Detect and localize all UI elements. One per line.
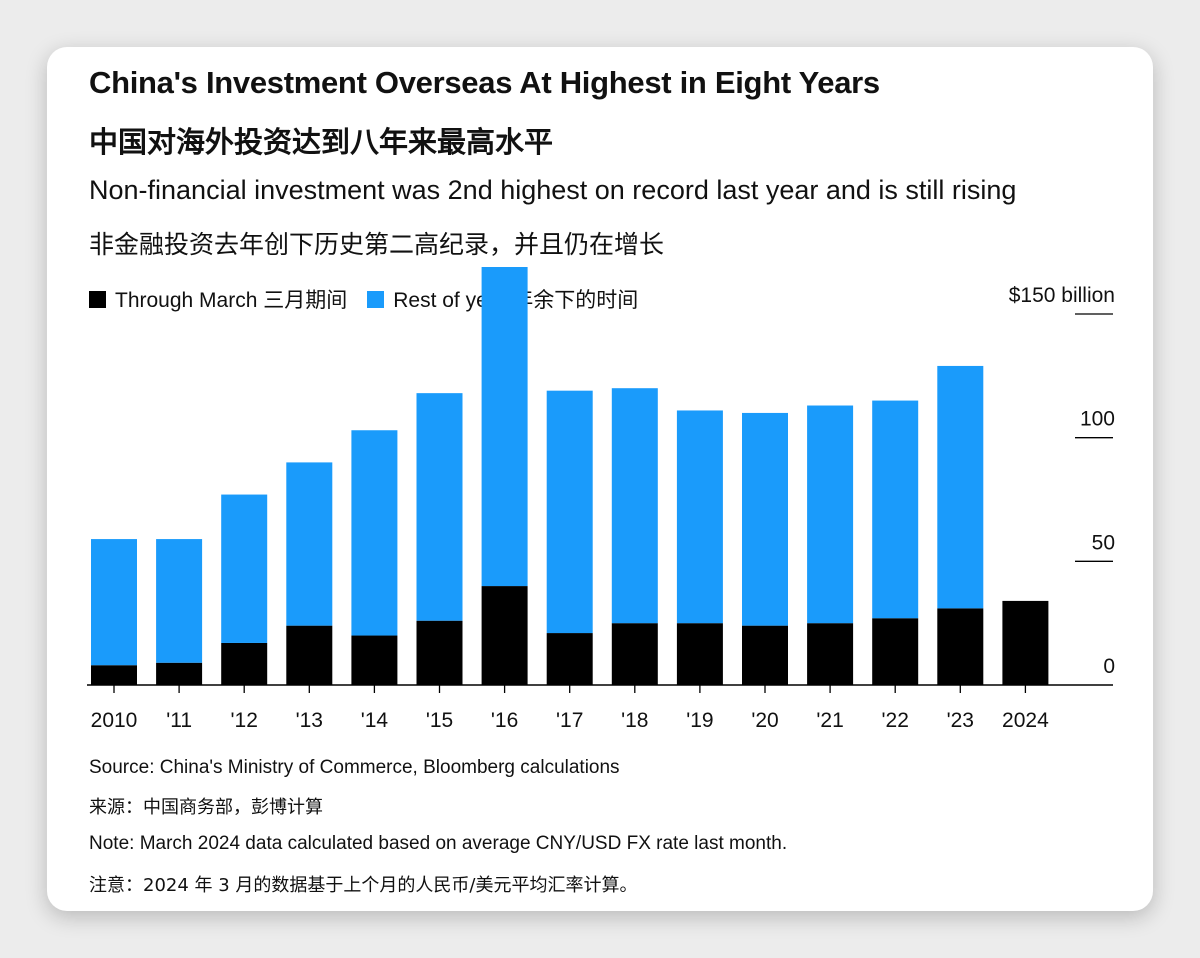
- x-tick-label: 2024: [1002, 709, 1049, 732]
- bar-through-march: [351, 635, 398, 685]
- x-tick-label: '23: [947, 709, 974, 732]
- y-tick-label: 100: [1080, 408, 1115, 431]
- x-tick-label: '17: [556, 709, 583, 732]
- bar-rest-of-year: [481, 267, 528, 587]
- bar-rest-of-year: [872, 400, 919, 619]
- bar-chart: 0 50 100 $150 billion 2010 '11 '12 '13 '14 '15 '16…: [87, 267, 1115, 732]
- bar-through-march: [221, 642, 268, 685]
- legend-swatch-rest-of-year: [367, 290, 385, 308]
- source-note-chinese: 来源：中国商务部，彭博计算: [89, 797, 323, 818]
- x-tick-label: '18: [621, 709, 648, 732]
- bar-through-march: [676, 623, 723, 685]
- bar-rest-of-year: [676, 410, 723, 624]
- chart-title: China's Investment Overseas At Highest i…: [89, 65, 880, 100]
- bar-through-march: [286, 625, 333, 685]
- y-tick-label: $150 billion: [1009, 284, 1115, 307]
- y-tick-label: 0: [1103, 655, 1115, 678]
- footnote: Note: March 2024 data calculated based o…: [89, 833, 788, 854]
- bar-rest-of-year: [937, 365, 984, 609]
- x-tick-label: '13: [296, 709, 323, 732]
- bar-rest-of-year: [546, 390, 593, 634]
- x-tick-label: '11: [166, 709, 192, 732]
- chart-subtitle-chinese: 非金融投资去年创下历史第二高纪录，并且仍在增长: [89, 230, 665, 259]
- y-tick-label: 50: [1092, 531, 1115, 554]
- bar-through-march: [481, 586, 528, 685]
- legend-swatch-through-march: [89, 290, 106, 308]
- x-tick-label: '15: [426, 709, 453, 732]
- legend-item-through-march: Through March 三月期间: [89, 284, 347, 314]
- bar-through-march: [91, 665, 137, 685]
- bar-through-march: [416, 620, 463, 685]
- x-tick-label: '21: [816, 709, 843, 732]
- legend: Through March 三月期间 Rest of year 年余下的时间: [89, 284, 658, 314]
- bar-through-march: [546, 633, 593, 685]
- bar-through-march: [807, 623, 854, 685]
- bar-rest-of-year: [416, 393, 463, 621]
- bar-rest-of-year: [156, 539, 203, 663]
- bar-through-march: [742, 625, 788, 685]
- bar-rest-of-year: [221, 494, 268, 643]
- bar-rest-of-year: [351, 430, 398, 636]
- source-note: Source: China's Ministry of Commerce, Bl…: [89, 757, 620, 778]
- x-tick-label: '16: [491, 709, 518, 732]
- legend-label-through-march: Through March 三月期间: [115, 289, 348, 312]
- x-tick-label: '22: [882, 709, 909, 732]
- bar-rest-of-year: [286, 462, 333, 626]
- x-tick-label: 2010: [91, 709, 138, 732]
- chart-card: China's Investment Overseas At Highest i…: [47, 47, 1153, 911]
- chart-subtitle: Non-financial investment was 2nd highest…: [89, 175, 1017, 205]
- x-tick-label: '12: [231, 709, 258, 732]
- bar-rest-of-year: [742, 412, 788, 626]
- bar-through-march: [872, 618, 919, 685]
- x-tick-label: '19: [686, 709, 713, 732]
- chart-title-chinese: 中国对海外投资达到八年来最高水平: [89, 125, 554, 159]
- footnote-chinese: 注意：2024 年 3 月的数据基于上个月的人民币/美元平均汇率计算。: [89, 875, 638, 896]
- bar-rest-of-year: [807, 405, 854, 624]
- bar-rest-of-year: [611, 388, 658, 624]
- bar-through-march: [156, 662, 203, 685]
- bar-through-march: [611, 623, 658, 685]
- bar-through-march: [937, 608, 984, 685]
- bar-rest-of-year: [91, 539, 137, 666]
- x-tick-label: '14: [361, 709, 389, 732]
- x-tick-label: '20: [751, 709, 778, 732]
- bar-through-march: [1002, 600, 1049, 685]
